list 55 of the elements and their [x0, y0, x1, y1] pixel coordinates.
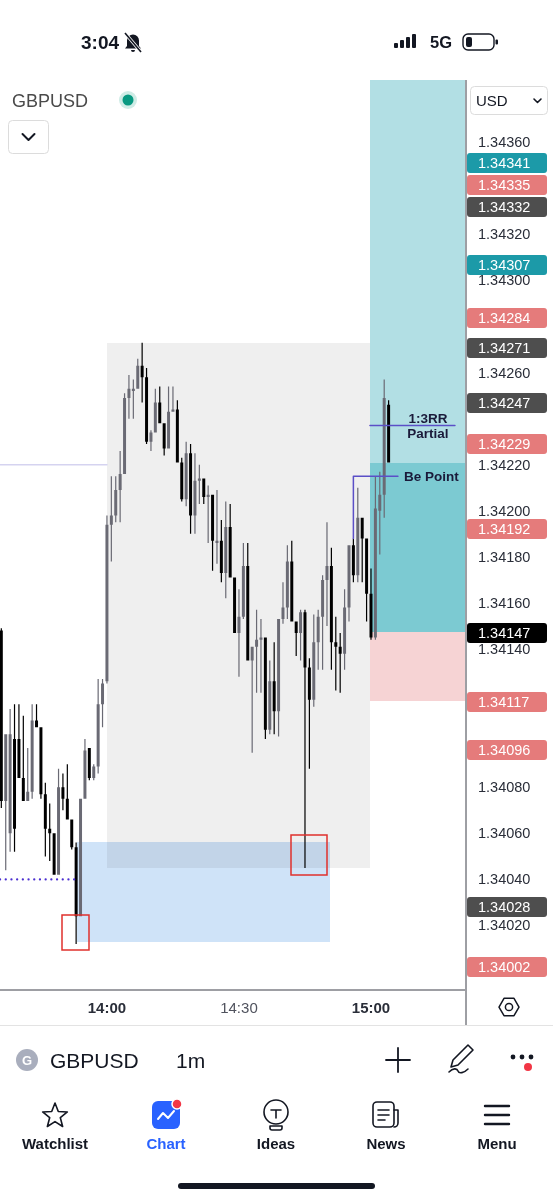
candlestick: [303, 609, 307, 868]
text: G: [21, 1053, 33, 1068]
y-tick-label: 1.34320: [478, 226, 531, 243]
y-tick-label: 1.34300: [478, 272, 531, 289]
y-tick-label: 1.34260: [478, 364, 531, 381]
y-tick-label: 1.34020: [478, 917, 531, 934]
candlestick: [215, 490, 219, 564]
text: 1.34028: [478, 899, 531, 915]
text: GBPUSD: [12, 90, 89, 111]
text: News: [366, 1134, 406, 1152]
y-tick-label: 1.34360: [478, 134, 531, 151]
candlestick: [259, 619, 263, 693]
text: 1.34147: [478, 625, 531, 641]
text: 1.34117: [478, 694, 530, 710]
text: 3:04: [80, 31, 120, 53]
text: 1.34335: [478, 177, 531, 193]
y-tick-label: 1.34160: [478, 594, 531, 611]
y-tick-label: 1.34180: [478, 548, 531, 565]
candlestick: [281, 582, 285, 624]
text: 1m: [176, 1048, 206, 1072]
candlestick: [193, 453, 197, 534]
text: Watchlist: [21, 1134, 89, 1152]
text: GBPUSD: [50, 1048, 139, 1072]
text: 1.34284: [478, 310, 531, 326]
y-tick-label: 1.34200: [478, 502, 531, 519]
text: 1.34341: [478, 155, 531, 171]
candlestick: [325, 522, 329, 626]
text: Ideas: [256, 1134, 296, 1152]
candlestick: [61, 773, 65, 811]
x-tick-label: 15:00: [351, 998, 391, 1016]
text: 1.34002: [478, 959, 531, 975]
text: 5G: [429, 33, 453, 51]
text: 1.34332: [478, 199, 531, 215]
series-label: Be Point: [403, 468, 460, 484]
text: Chart: [146, 1134, 186, 1152]
text: 1.34096: [478, 742, 531, 758]
x-tick-label: 14:00: [87, 998, 127, 1016]
y-tick-label: 1.34140: [478, 641, 531, 658]
text: 1.34229: [478, 436, 531, 452]
text: 1.34307: [478, 257, 531, 273]
candlestick: [127, 374, 131, 419]
text: USD: [476, 92, 508, 109]
candlestick: [237, 589, 241, 677]
text: 1.34271: [478, 340, 531, 356]
x-tick-label: 14:30: [220, 998, 258, 1016]
y-tick-label: 1.34220: [478, 456, 531, 473]
y-tick-label: 1.34080: [478, 779, 531, 796]
candlestick: [171, 386, 175, 412]
y-tick-label: 1.34040: [478, 871, 531, 888]
y-tick-label: 1.34060: [478, 825, 531, 842]
candlestick: [149, 430, 153, 451]
series-label: 1:3RR Partial: [407, 410, 449, 441]
text: Menu: [477, 1134, 517, 1152]
text: 1.34192: [478, 521, 531, 537]
text: 1.34247: [478, 395, 531, 411]
